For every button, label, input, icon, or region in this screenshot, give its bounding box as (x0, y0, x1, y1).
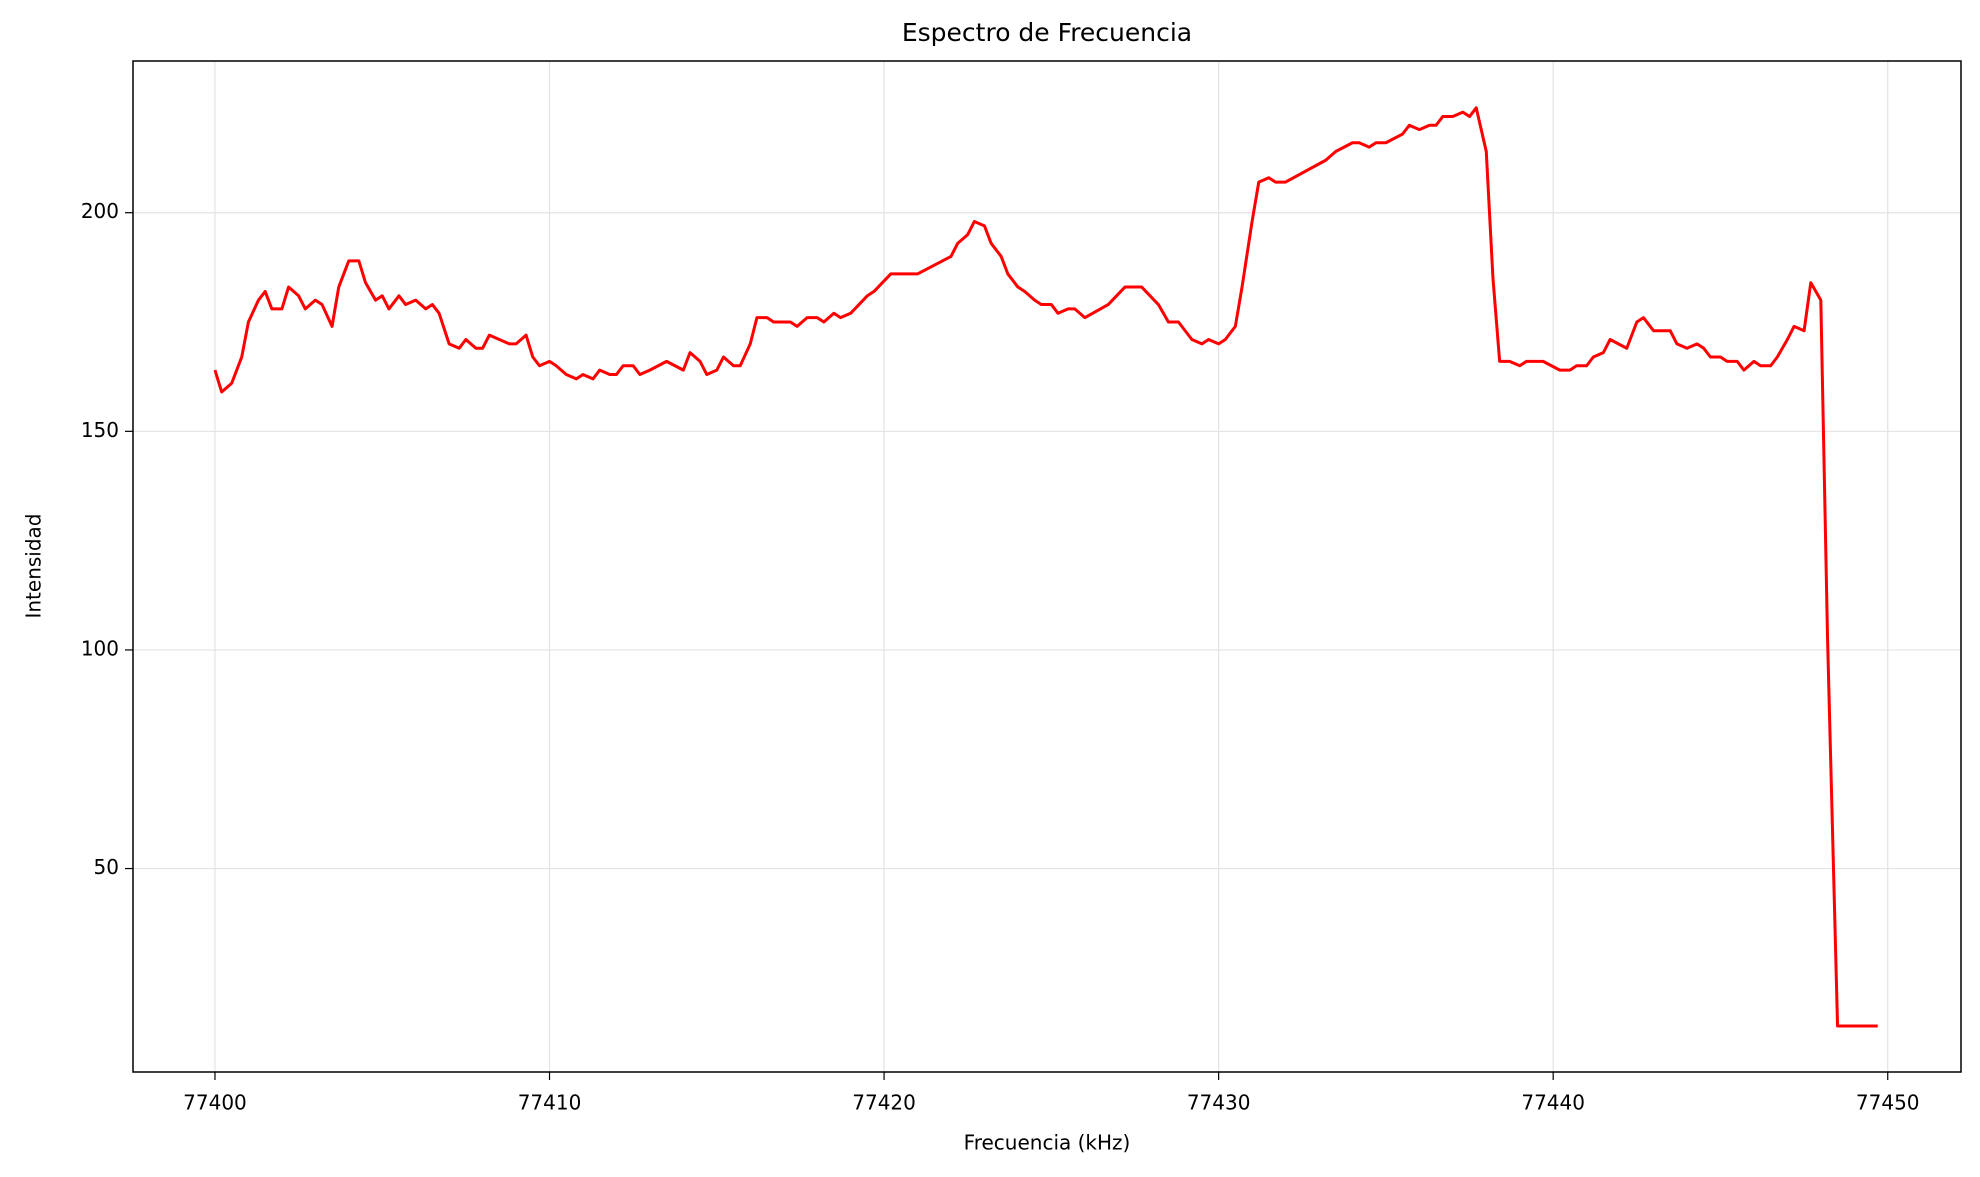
data-line (213, 106, 1878, 1028)
x-tick-label: 77450 (1856, 1091, 1920, 1115)
y-tick-label: 50 (94, 855, 119, 879)
plot-frame (132, 60, 1962, 1073)
y-tick-label: 200 (81, 199, 119, 223)
y-tick-label: 150 (81, 418, 119, 442)
y-axis-label: Intensidad (22, 513, 46, 618)
x-tick-label: 77430 (1187, 1091, 1251, 1115)
x-tick-label: 77440 (1521, 1091, 1585, 1115)
x-axis-label: Frecuencia (kHz) (964, 1131, 1131, 1155)
x-tick-label: 77400 (183, 1091, 247, 1115)
chart-title: Espectro de Frecuencia (902, 18, 1192, 47)
x-tick-label: 77420 (852, 1091, 916, 1115)
x-tick-label: 77410 (518, 1091, 582, 1115)
y-tick-label: 100 (81, 636, 119, 660)
